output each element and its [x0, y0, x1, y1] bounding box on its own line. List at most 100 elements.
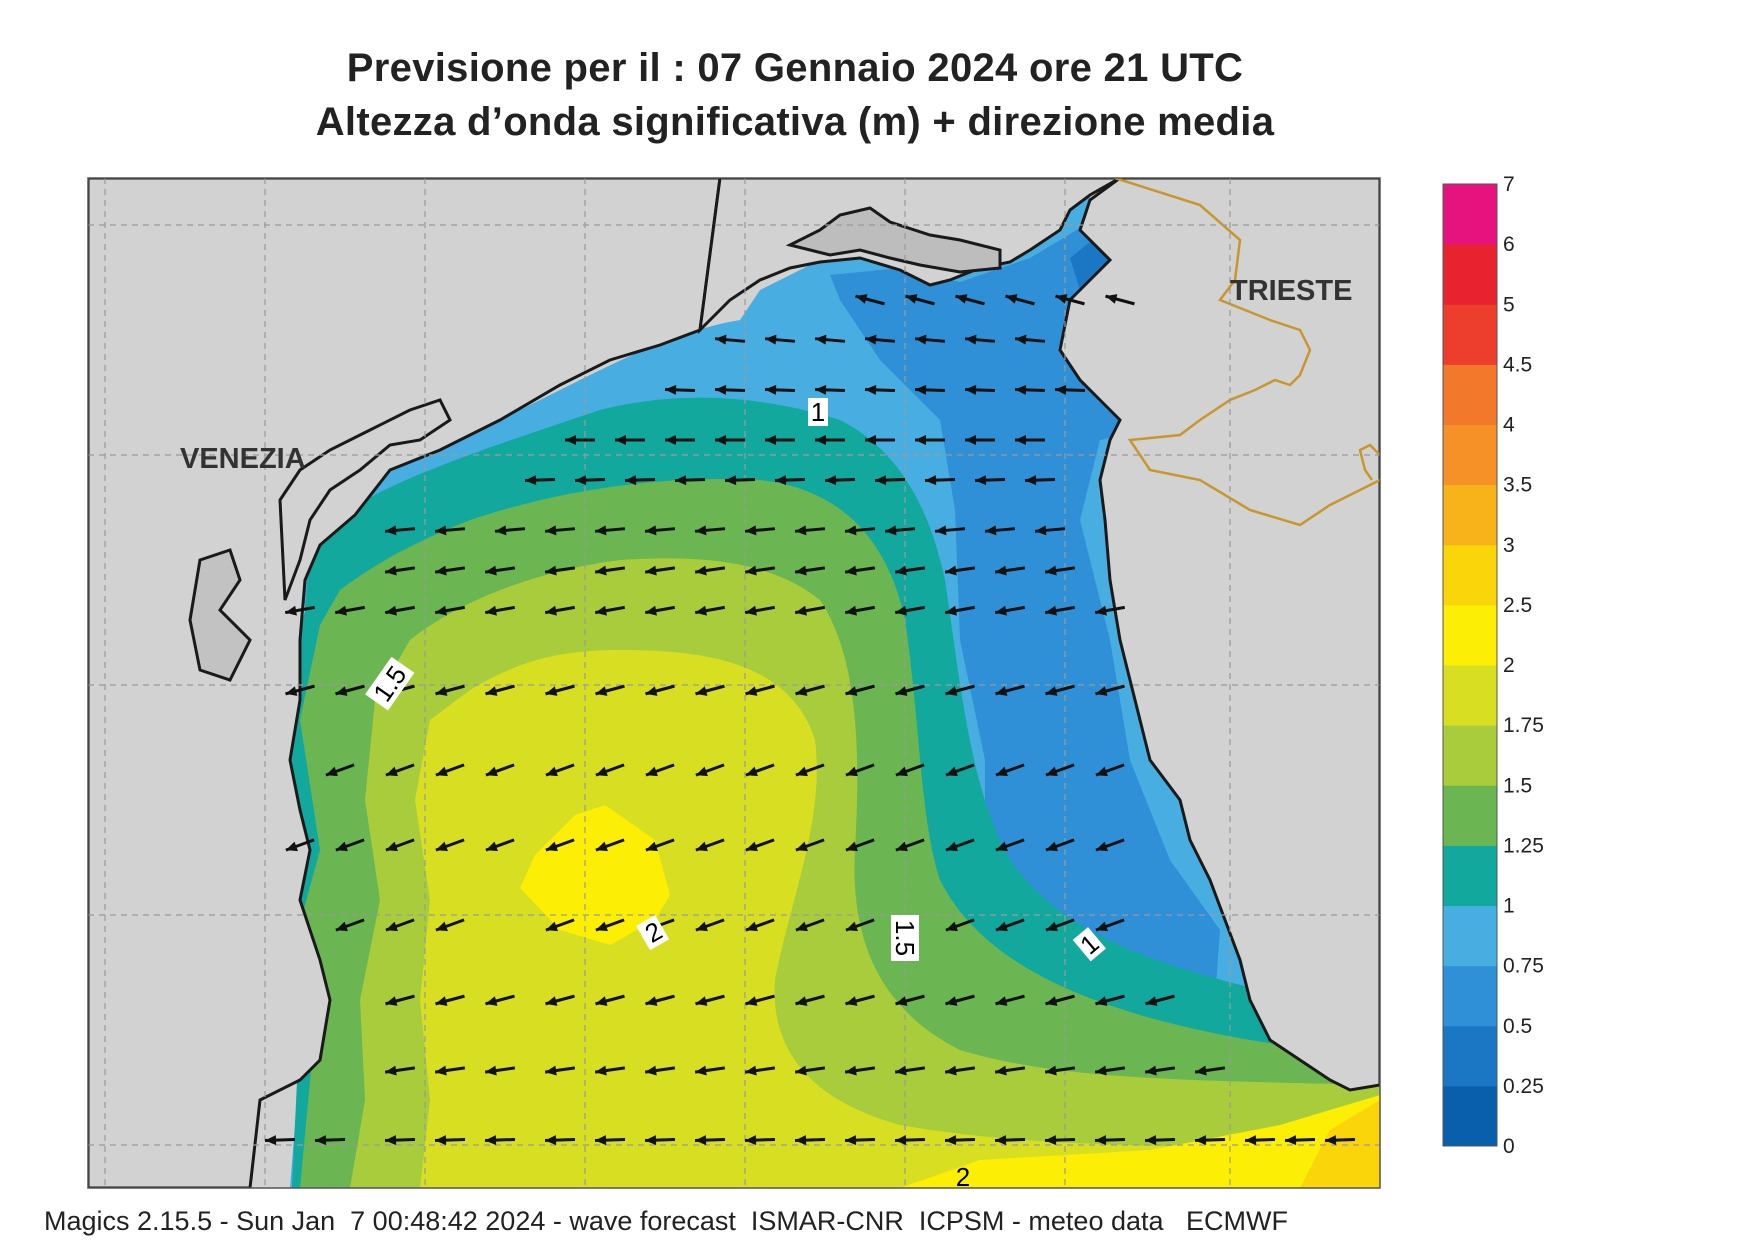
wave-direction-arrowhead [915, 384, 927, 395]
wave-direction-arrowhead [745, 525, 757, 536]
wave-direction-arrowhead [1045, 921, 1058, 932]
wave-direction-arrowhead [645, 686, 658, 696]
wave-direction-arrowhead [545, 1065, 557, 1076]
colorbar-swatch [1443, 184, 1497, 245]
contour-label-1-north: 1 [808, 397, 828, 427]
wave-direction-arrowhead [1045, 605, 1057, 616]
wave-direction-arrowhead [595, 525, 607, 536]
wave-direction-arrowhead [1095, 1065, 1107, 1076]
wave-direction-arrowhead [435, 565, 447, 576]
wave-direction-arrowhead [885, 525, 897, 536]
wave-direction-arrowhead [1285, 1135, 1297, 1146]
colorbar-tick-label: 0.75 [1503, 955, 1544, 978]
wave-direction-arrowhead [945, 1065, 957, 1076]
wave-direction-arrowhead [845, 766, 858, 777]
wave-direction-arrowhead [945, 766, 958, 777]
city-label-trieste: TRIESTE [1230, 275, 1352, 307]
wave-direction-arrowhead [845, 565, 857, 576]
colorbar: 0 0.25 0.5 0.75 1 1.25 1.5 1.75 2 2.5 3 3.5 4 4.5 5 6 7 [1442, 173, 1544, 1158]
wave-direction-arrowhead [645, 996, 658, 1006]
wave-direction-arrowhead [695, 565, 707, 576]
colorbar-tick-label: 1 [1503, 895, 1515, 918]
contour-label-1.5-east: 1.5 [890, 915, 920, 961]
wave-direction-arrowhead [545, 841, 558, 852]
wave-direction-arrowhead [945, 996, 958, 1006]
wave-direction-arrowhead [745, 605, 757, 616]
wave-direction-arrowhead [695, 605, 707, 616]
wave-direction-arrowhead [315, 1135, 327, 1146]
wave-direction-arrowhead [795, 1135, 807, 1146]
wave-direction-arrowhead [1045, 1065, 1057, 1076]
lagoon [278, 398, 452, 601]
map-frame [87, 177, 1381, 1189]
wave-direction-arrowhead [1045, 766, 1058, 777]
wave-direction-arrowhead [1055, 384, 1067, 395]
wave-direction-arrowhead [485, 565, 497, 576]
colorbar-swatch [1443, 1025, 1497, 1087]
wave-direction-arrowhead [485, 1135, 497, 1146]
wave-direction-arrowhead [945, 921, 958, 932]
colorbar-tick-label: 4.5 [1503, 353, 1532, 376]
wave-direction-arrowhead [795, 921, 808, 932]
wave-direction-arrowhead [945, 1135, 957, 1146]
wave-direction-arrowhead [545, 996, 558, 1006]
wave-direction-arrowhead [695, 841, 708, 852]
wave-direction-arrowhead [765, 435, 776, 445]
wave-direction-arrowhead [1045, 686, 1058, 696]
wave-direction-arrowhead [595, 766, 608, 777]
colorbar-tick-label: 3 [1503, 534, 1515, 557]
wave-direction-arrowhead [845, 1065, 857, 1076]
wave-direction-arrowhead [1095, 605, 1107, 616]
wave-direction-arrowhead [895, 766, 908, 777]
wave-direction-arrowhead [645, 841, 658, 852]
wave-direction-arrowhead [1095, 996, 1108, 1006]
wave-direction-arrowhead [925, 475, 937, 486]
wave-direction-arrowhead [905, 294, 918, 304]
wave-direction-arrowhead [815, 435, 826, 445]
wave-direction-arrowhead [385, 841, 398, 852]
wave-direction-arrowhead [995, 1135, 1007, 1146]
wave-direction-arrowhead [1195, 1135, 1207, 1146]
wave-direction-arrowhead [935, 525, 947, 536]
footer-credits: Magics 2.15.5 - Sun Jan 7 00:48:42 2024 … [44, 1206, 1288, 1236]
wave-direction-arrowhead [385, 525, 397, 536]
wave-direction-arrowhead [485, 605, 497, 616]
wave-direction-arrowhead [595, 921, 608, 932]
wave-direction-arrowhead [765, 334, 777, 345]
wave-direction-arrowhead [745, 996, 758, 1006]
city-label-venezia: VENEZIA [180, 443, 306, 475]
graticule [88, 178, 1380, 1188]
colorbar-swatch [1443, 905, 1497, 967]
wave-direction-arrowhead [855, 294, 868, 304]
wave-direction-arrowhead [995, 565, 1007, 576]
wave-direction-arrowhead [765, 384, 777, 395]
wave-direction-arrowhead [435, 921, 448, 932]
wave-direction-arrowhead [815, 334, 827, 345]
wave-direction-arrowhead [695, 525, 707, 536]
wave-direction-arrowhead [1005, 294, 1018, 304]
wave-direction-arrowhead [795, 686, 808, 696]
wave-direction-arrowhead [595, 605, 607, 616]
colorbar-tick-label: 4 [1503, 414, 1515, 437]
wave-direction-arrowhead [995, 1065, 1007, 1076]
wave-direction-arrowhead [745, 686, 758, 696]
colorbar-swatch [1443, 544, 1497, 606]
wave-direction-arrowhead [595, 686, 608, 696]
contour-label: 1 [811, 397, 825, 427]
wave-direction-arrowhead [845, 841, 858, 852]
colorbar-tick-label: 7 [1503, 173, 1515, 196]
wave-direction-arrowhead [825, 475, 837, 486]
wave-direction-arrowhead [1145, 1135, 1157, 1146]
wave-direction-arrowhead [335, 686, 348, 696]
wave-direction-arrowhead [795, 996, 808, 1006]
wave-direction-arrowhead [865, 384, 877, 395]
wave-direction-arrowhead [575, 475, 587, 486]
wave-direction-arrowhead [485, 766, 498, 777]
wave-direction-arrowhead [335, 841, 348, 852]
wave-direction-arrowhead [745, 841, 758, 852]
wave-direction-arrowhead [845, 605, 857, 616]
wave-direction-arrowhead [695, 1135, 707, 1146]
wave-direction-arrowhead [895, 565, 907, 576]
wave-direction-arrowhead [435, 1135, 447, 1146]
wave-direction-arrowhead [895, 841, 908, 852]
